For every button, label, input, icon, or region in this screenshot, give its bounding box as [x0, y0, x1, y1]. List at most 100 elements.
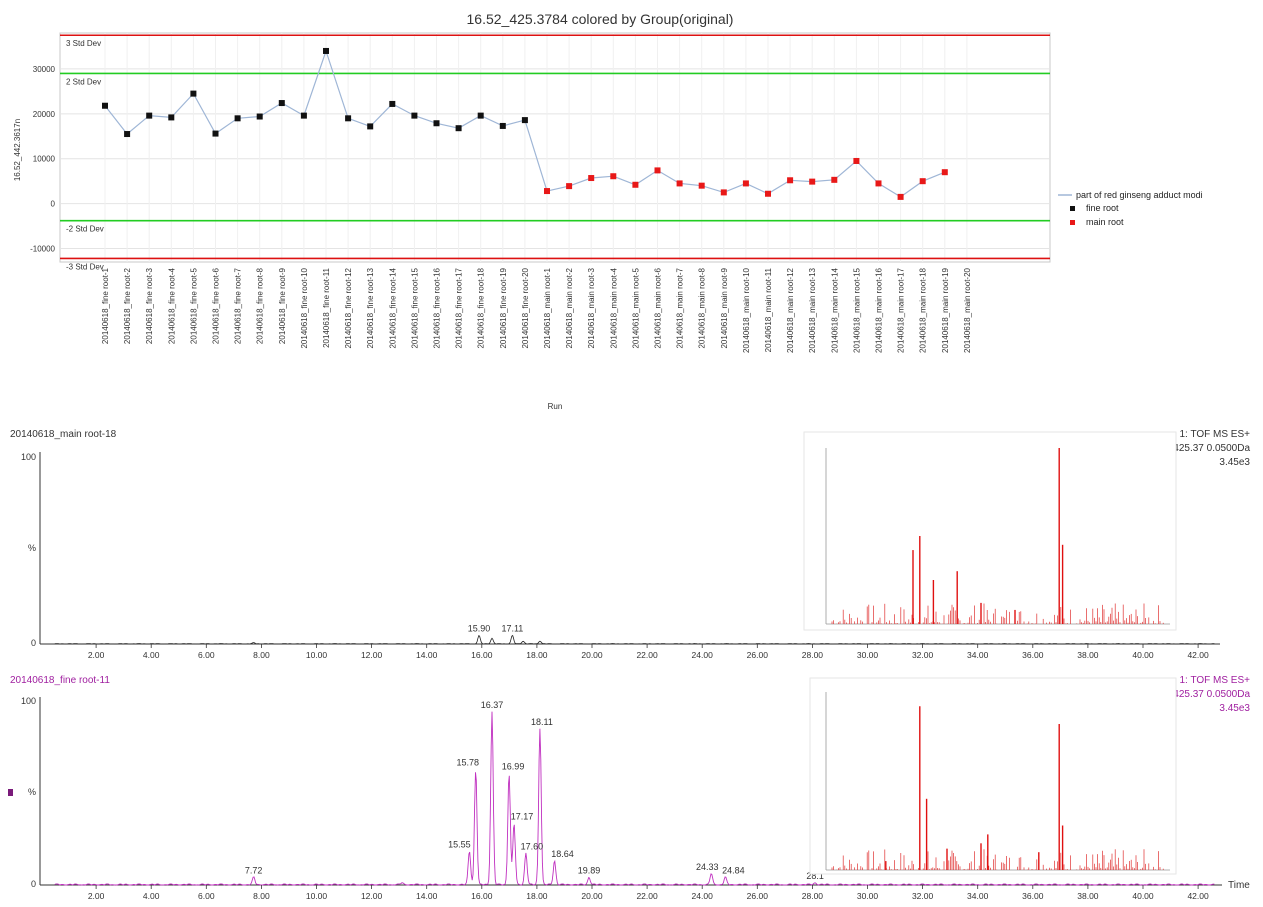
- chromatogram-1-title: 20140618_main root-18: [10, 429, 117, 440]
- point-fine-root: [212, 130, 219, 137]
- chromatogram-2-info-2: 425.37 0.0500Da: [1173, 689, 1250, 700]
- x-tick-label: 6.00: [198, 891, 215, 901]
- x-tick-label: 2.00: [88, 650, 105, 660]
- x-tick-label: 38.00: [1077, 650, 1099, 660]
- control-limit-label: 3 Std Dev: [66, 39, 101, 48]
- point-main-root: [897, 193, 904, 200]
- x-tick-label: 14.00: [416, 650, 438, 660]
- x-tick-label: 20140618_fine root-15: [410, 267, 419, 348]
- control-chart: 16.52_425.3784 colored by Group(original…: [13, 11, 1203, 411]
- peak-label: 7.72: [245, 866, 263, 876]
- chromatogram-2-y-100: 100: [21, 696, 36, 706]
- x-tick-label: 8.00: [253, 650, 270, 660]
- chromatogram-2-title: 20140618_fine root-11: [10, 675, 110, 686]
- x-tick-label: 38.00: [1077, 891, 1099, 901]
- x-tick-label: 20140618_fine root-4: [167, 267, 176, 344]
- point-main-root: [809, 178, 816, 185]
- x-tick-label: 34.00: [967, 891, 989, 901]
- x-tick-label: 26.00: [747, 891, 769, 901]
- point-main-root: [544, 188, 550, 195]
- legend-label-fine-root: fine root: [1086, 203, 1119, 213]
- chromatogram-2-info-1: 1: TOF MS ES+: [1180, 675, 1251, 686]
- chromatogram-2-mass-spectrum-inset: [809, 677, 1177, 875]
- x-tick-label: 20140618_fine root-16: [433, 267, 442, 348]
- x-tick-label: 20140618_main root-7: [676, 267, 685, 348]
- chromatogram-1-y-percent: %: [28, 543, 36, 553]
- point-fine-root: [521, 117, 528, 124]
- y-tick-label: 0: [51, 200, 56, 209]
- x-tick-label: 20140618_fine root-2: [123, 267, 132, 344]
- peak-label: 28.1: [806, 871, 824, 881]
- x-tick-label: 20140618_fine root-7: [234, 267, 243, 344]
- point-fine-root: [411, 112, 418, 119]
- x-tick-label: 18.00: [526, 650, 548, 660]
- x-tick-label: 4.00: [143, 650, 160, 660]
- point-main-root: [919, 178, 926, 185]
- control-chart-points: [102, 47, 948, 200]
- legend-label-main-root: main root: [1086, 217, 1124, 227]
- point-fine-root: [345, 115, 352, 122]
- x-tick-label: 32.00: [912, 891, 934, 901]
- point-main-root: [853, 157, 860, 164]
- x-tick-label: 24.00: [692, 891, 714, 901]
- legend-swatch-fine-root: [1070, 206, 1075, 211]
- x-tick-label: 26.00: [747, 650, 769, 660]
- point-fine-root: [477, 112, 484, 119]
- x-tick-label: 20140618_fine root-11: [322, 267, 331, 347]
- x-tick-label: 20140618_main root-9: [720, 267, 729, 348]
- x-tick-label: 20140618_main root-6: [654, 267, 663, 348]
- x-tick-label: 20140618_main root-19: [941, 267, 950, 353]
- control-limit-label: -3 Std Dev: [66, 262, 104, 271]
- peak-label: 18.11: [531, 717, 553, 727]
- x-tick-label: 16.00: [471, 891, 493, 901]
- point-fine-root: [433, 120, 440, 127]
- chromatogram-2-series-marker: [8, 789, 13, 796]
- x-tick-label: 12.00: [361, 891, 383, 901]
- x-tick-label: 20140618_fine root-20: [521, 267, 530, 348]
- x-tick-label: 8.00: [253, 891, 270, 901]
- chromatogram-2-y-0: 0: [31, 879, 36, 889]
- chromatogram-2-x-ticks: 2.00 4.00 6.00 8.00 10.00 12.00 14.00 16.00 18.0…: [88, 885, 1209, 901]
- point-main-root: [654, 167, 661, 174]
- chromatogram-2-info-3: 3.45e3: [1219, 703, 1250, 714]
- x-tick-label: 20140618_fine root-10: [300, 267, 309, 348]
- x-tick-label: 20140618_fine root-8: [256, 267, 265, 344]
- x-tick-label: 20140618_fine root-14: [388, 267, 397, 348]
- x-tick-label: 22.00: [636, 891, 658, 901]
- point-main-root: [742, 180, 749, 187]
- x-tick-label: 20140618_main root-14: [830, 267, 839, 353]
- x-tick-label: 12.00: [361, 650, 383, 660]
- x-tick-label: 20140618_fine root-9: [278, 267, 287, 344]
- inset-1-frame: [803, 431, 1177, 631]
- point-fine-root: [278, 100, 285, 107]
- legend-swatch-main-root: [1070, 220, 1075, 225]
- point-main-root: [632, 181, 639, 188]
- x-tick-label: 22.00: [636, 650, 658, 660]
- x-tick-label: 36.00: [1022, 650, 1044, 660]
- peak-label: 24.84: [722, 866, 745, 876]
- chromatogram-1-y-0: 0: [31, 638, 36, 648]
- point-fine-root: [168, 114, 175, 121]
- chromatogram-fine-root: 20140618_fine root-11 1: TOF MS ES+ 425.…: [8, 675, 1250, 901]
- x-tick-label: 20140618_fine root-18: [477, 267, 486, 348]
- x-tick-label: 20140618_fine root-3: [145, 267, 154, 344]
- x-tick-label: 20140618_fine root-17: [455, 267, 464, 348]
- point-fine-root: [300, 112, 307, 119]
- control-chart-y-axis-label: 16.52_442.3617n: [13, 119, 22, 181]
- x-tick-label: 30.00: [857, 650, 879, 660]
- peak-label: 17.11: [501, 624, 523, 634]
- x-tick-label: 2.00: [88, 891, 105, 901]
- point-fine-root: [455, 125, 462, 132]
- x-tick-label: 20140618_fine root-5: [189, 267, 198, 344]
- peak-label: 16.99: [502, 761, 525, 771]
- x-tick-label: 20140618_main root-4: [609, 267, 618, 348]
- x-tick-label: 20140618_main root-12: [786, 267, 795, 353]
- point-main-root: [676, 180, 683, 187]
- control-chart-title: 16.52_425.3784 colored by Group(original…: [467, 11, 734, 27]
- point-main-root: [875, 180, 882, 187]
- x-tick-label: 10.00: [306, 891, 328, 901]
- point-main-root: [698, 182, 705, 189]
- point-fine-root: [499, 122, 506, 129]
- x-tick-label: 20140618_main root-15: [852, 267, 861, 353]
